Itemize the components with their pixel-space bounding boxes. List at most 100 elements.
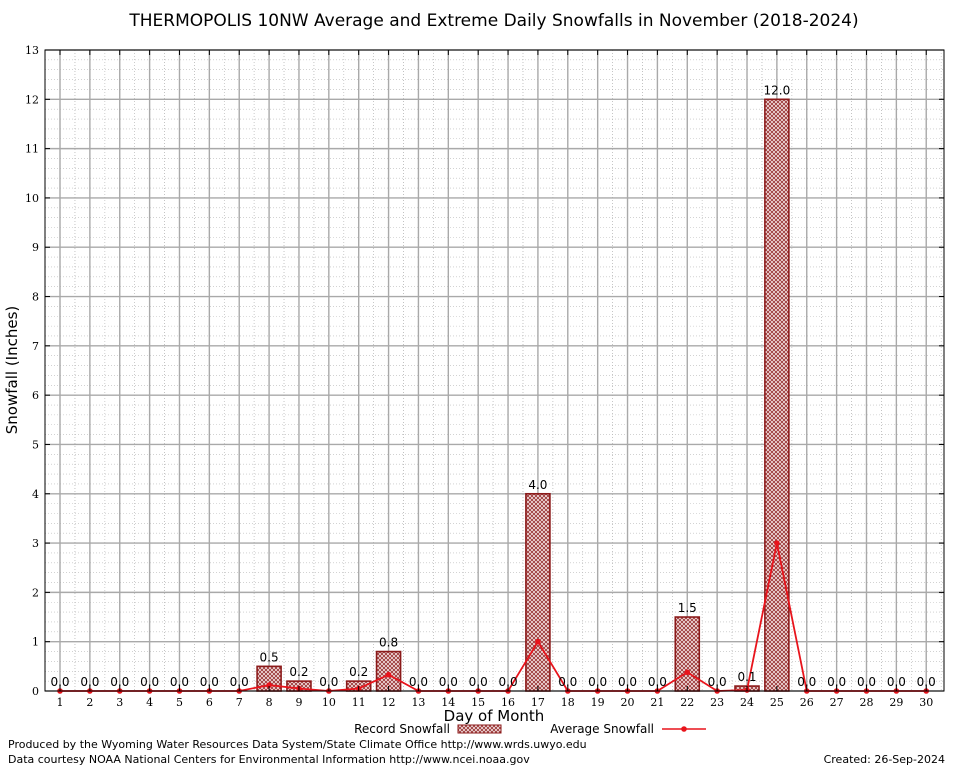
bar-value-label: 0.8	[379, 636, 398, 650]
bar-value-label: 0.0	[648, 675, 667, 689]
x-tick-label: 21	[650, 696, 664, 709]
record-bar	[375, 650, 402, 692]
footer-data-source: Data courtesy NOAA National Centers for …	[8, 753, 530, 766]
footer-credit: Produced by the Wyoming Water Resources …	[8, 738, 587, 751]
x-tick-label: 5	[176, 696, 183, 709]
bar-value-label: 0.0	[469, 675, 488, 689]
bar-value-label: 0.5	[260, 650, 279, 664]
x-tick-label: 20	[621, 696, 635, 709]
y-tick-label: 10	[25, 192, 39, 205]
bar-value-label: 0.1	[737, 670, 756, 684]
x-tick-label: 1	[57, 696, 64, 709]
x-tick-label: 18	[561, 696, 575, 709]
bar-value-label: 0.0	[110, 675, 129, 689]
bar-value-label: 0.0	[558, 675, 577, 689]
x-tick-label: 13	[411, 696, 425, 709]
x-tick-label: 14	[441, 696, 455, 709]
legend-record-swatch	[457, 724, 502, 734]
bar-value-label: 0.0	[80, 675, 99, 689]
y-tick-label: 2	[32, 586, 39, 599]
bar-value-label: 12.0	[764, 83, 791, 97]
x-tick-label: 11	[352, 696, 366, 709]
x-tick-label: 24	[740, 696, 754, 709]
x-tick-label: 6	[206, 696, 213, 709]
bar-value-label: 0.2	[289, 665, 308, 679]
y-tick-label: 13	[25, 44, 39, 57]
bar-value-label: 0.0	[439, 675, 458, 689]
bar-value-label: 0.0	[50, 675, 69, 689]
bar-value-label: 0.0	[588, 675, 607, 689]
record-bar	[674, 616, 701, 692]
average-point	[774, 540, 780, 546]
x-tick-label: 8	[266, 696, 273, 709]
x-tick-label: 28	[859, 696, 873, 709]
bar-value-label: 0.0	[170, 675, 189, 689]
x-tick-label: 27	[830, 696, 844, 709]
x-tick-label: 9	[295, 696, 302, 709]
legend: Record Snowfall Average Snowfall	[354, 722, 706, 736]
x-tick-label: 12	[382, 696, 396, 709]
bar-value-label: 0.0	[499, 675, 518, 689]
bar-value-label: 0.0	[887, 675, 906, 689]
bar-value-label: 0.0	[827, 675, 846, 689]
y-tick-label: 9	[32, 241, 39, 254]
record-bar	[764, 98, 790, 692]
x-tick-label: 23	[710, 696, 724, 709]
bar-value-label: 0.0	[618, 675, 637, 689]
x-tick-label: 16	[501, 696, 515, 709]
x-tick-label: 3	[116, 696, 123, 709]
bar-value-label: 0.0	[857, 675, 876, 689]
y-axis-label: Snowfall (Inches)	[3, 306, 21, 434]
footer-created: Created: 26-Sep-2024	[824, 753, 945, 766]
y-tick-label: 1	[32, 636, 39, 649]
y-tick-label: 6	[32, 389, 39, 402]
bar-value-label: 0.0	[917, 675, 936, 689]
x-tick-label: 25	[770, 696, 784, 709]
y-tick-label: 11	[25, 143, 39, 156]
x-tick-label: 26	[800, 696, 814, 709]
average-point	[684, 669, 691, 676]
x-tick-label: 7	[236, 696, 243, 709]
average-point	[385, 671, 392, 678]
y-tick-label: 12	[25, 93, 39, 106]
bar-value-label: 0.0	[230, 675, 249, 689]
y-tick-label: 0	[32, 685, 39, 698]
average-point	[535, 638, 541, 645]
record-bar	[525, 492, 551, 692]
x-tick-label: 22	[680, 696, 694, 709]
plot-frame	[44, 49, 945, 692]
bar-value-label: 4.0	[528, 478, 547, 492]
bar-value-label: 0.0	[140, 675, 159, 689]
x-tick-label: 4	[146, 696, 153, 709]
y-tick-label: 8	[32, 291, 39, 304]
x-tick-label: 29	[889, 696, 903, 709]
bar-value-label: 0.0	[319, 675, 338, 689]
bar-value-label: 0.0	[200, 675, 219, 689]
bar-value-label: 0.2	[349, 665, 368, 679]
x-tick-label: 17	[531, 696, 545, 709]
y-tick-label: 4	[32, 488, 39, 501]
x-axis-label: Day of Month	[444, 707, 545, 725]
bar-value-label: 0.0	[409, 675, 428, 689]
average-point	[266, 682, 272, 688]
y-tick-label: 5	[32, 438, 39, 451]
y-tick-label: 7	[32, 340, 39, 353]
bar-value-label: 0.0	[797, 675, 816, 689]
y-tick-label: 3	[32, 537, 39, 550]
bar-value-labels: 0.0 0.0 0.0 0.0 0.0 0.0 0.0 0.5 0.2 0.0 0.2 0.8 0.0 0…	[50, 83, 935, 689]
grid-lines	[45, 49, 944, 692]
x-tick-label: 19	[591, 696, 605, 709]
x-axis-ticks: 1 2 3 4 5 6 7 8 9 10 11 12 13 14 15 16 17 18 19 20 21 22 23 24 2…	[57, 50, 933, 709]
chart-title: THERMOPOLIS 10NW Average and Extreme Dai…	[128, 11, 858, 31]
bar-value-label: 1.5	[678, 601, 697, 615]
x-tick-label: 10	[322, 696, 336, 709]
bar-value-label: 0.0	[708, 675, 727, 689]
x-tick-label: 15	[471, 696, 485, 709]
legend-record-label: Record Snowfall	[354, 722, 450, 736]
x-tick-label: 30	[919, 696, 933, 709]
legend-average-marker	[681, 726, 687, 732]
legend-average-label: Average Snowfall	[550, 722, 654, 736]
x-tick-label: 2	[86, 696, 93, 709]
